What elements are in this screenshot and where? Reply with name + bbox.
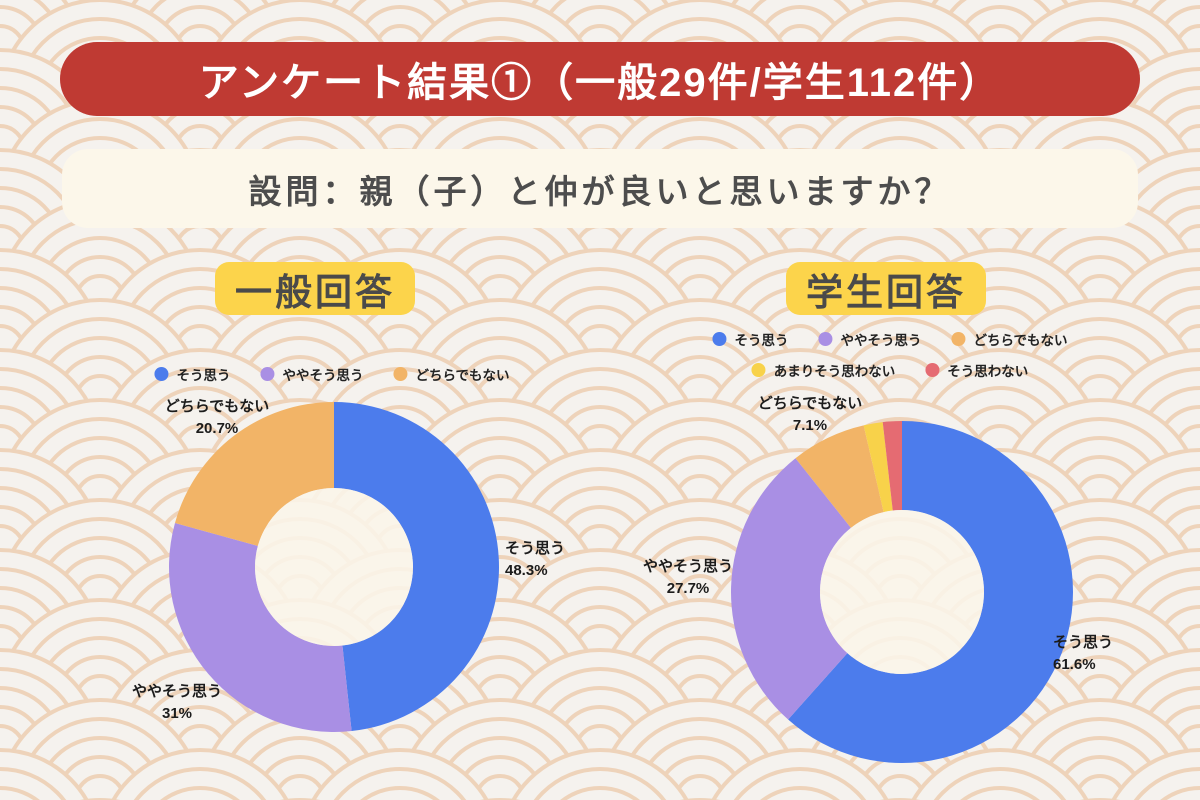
seigaiha-shell <box>1111 748 1200 800</box>
question-banner: 設問：親（子）と仲が良いと思いますか？ <box>62 149 1138 228</box>
seigaiha-shell <box>0 748 89 800</box>
donut-slice-0 <box>788 421 1073 763</box>
page-title: アンケート結果①（一般29件/学生112件） <box>198 61 1002 105</box>
legend-item-0: そう思う <box>712 329 788 349</box>
callout-label: ややそう思う <box>642 558 734 575</box>
callout-label: ややそう思う <box>131 683 223 700</box>
legend-color-dot <box>951 332 966 346</box>
legend-label: どちらでもない <box>415 368 510 383</box>
question-text: 設問：親（子）と仲が良いと思いますか？ <box>248 172 952 210</box>
callout-value: 27.7% <box>666 579 710 597</box>
seigaiha-shell <box>311 748 489 800</box>
legend-label: どちらでもない <box>973 333 1068 348</box>
student-donut-chart <box>731 421 1073 763</box>
legend-label: そう思わない <box>947 364 1029 379</box>
title-banner: アンケート結果①（一般29件/学生112件） <box>60 42 1140 116</box>
callout-label: どちらでもない <box>164 398 270 415</box>
legend-item-4: そう思わない <box>925 360 1028 380</box>
callout-label: そう思う <box>1053 634 1114 651</box>
callout-label: そう思う <box>505 540 566 557</box>
callout-value: 61.6% <box>1053 655 1096 673</box>
legend-label: ややそう思う <box>840 333 922 348</box>
legend-item-1: ややそう思う <box>818 329 921 349</box>
callout-student-neutral: どちらでもない 7.1% <box>758 393 863 437</box>
callout-label: どちらでもない <box>757 395 863 412</box>
legend-color-dot <box>393 367 408 381</box>
legend-item-1: ややそう思う <box>260 364 363 384</box>
callout-value: 48.3% <box>505 561 548 579</box>
student-answers-header: 学生回答 <box>786 262 986 315</box>
legend-row: あまりそう思わない そう思わない <box>751 360 1028 380</box>
callout-value: 7.1% <box>792 416 828 434</box>
callout-general-agree: そう思う 48.3% <box>505 538 565 582</box>
legend-item-3: あまりそう思わない <box>751 360 896 380</box>
legend-color-dot <box>712 332 727 346</box>
legend-color-dot <box>751 363 766 377</box>
seigaiha-shell <box>111 748 289 800</box>
seigaiha-shell <box>711 748 889 800</box>
legend-color-dot <box>154 367 169 381</box>
callout-general-somewhat-agree: ややそう思う 31% <box>132 681 222 725</box>
legend-label: そう思う <box>734 333 789 348</box>
donut-slice-1 <box>731 458 851 720</box>
donut-slice-2 <box>795 425 884 528</box>
legend-item-2: どちらでもない <box>951 329 1068 349</box>
legend-label: あまりそう思わない <box>773 364 896 379</box>
legend-label: ややそう思う <box>282 368 364 383</box>
general-donut-chart <box>169 402 499 732</box>
donut-hole <box>255 488 413 646</box>
student-chart-legend: そう思う ややそう思う どちらでもないあまりそう思わない そう思わない <box>712 329 1068 380</box>
donut-hole <box>820 510 984 674</box>
general-answers-header: 一般回答 <box>215 262 415 315</box>
callout-value: 31% <box>161 704 193 722</box>
legend-color-dot <box>818 332 833 346</box>
legend-label: そう思う <box>176 368 231 383</box>
legend-row: そう思う ややそう思う どちらでもない <box>712 329 1068 349</box>
callout-student-somewhat-agree: ややそう思う 27.7% <box>643 556 733 600</box>
legend-row: そう思う ややそう思う どちらでもない <box>154 364 510 384</box>
callout-general-neutral: どちらでもない 20.7% <box>165 396 270 440</box>
legend-item-2: どちらでもない <box>393 364 510 384</box>
seigaiha-shell <box>511 748 689 800</box>
callout-student-agree: そう思う 61.6% <box>1053 632 1113 676</box>
legend-item-0: そう思う <box>154 364 230 384</box>
student-answers-header-label: 学生回答 <box>806 271 966 313</box>
donut-slice-2 <box>174 402 334 546</box>
seigaiha-shell <box>911 748 1089 800</box>
legend-color-dot <box>925 363 940 377</box>
general-answers-header-label: 一般回答 <box>235 271 395 313</box>
donut-slice-4 <box>882 421 902 511</box>
donut-slice-1 <box>169 522 352 732</box>
callout-value: 20.7% <box>195 419 239 437</box>
donut-slice-0 <box>334 402 499 732</box>
legend-color-dot <box>260 367 275 381</box>
general-chart-legend: そう思う ややそう思う どちらでもない <box>154 364 510 384</box>
donut-slice-3 <box>863 422 893 513</box>
